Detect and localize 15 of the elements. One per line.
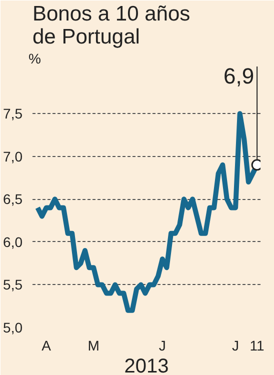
y-tick-label: 7,0 [3, 148, 23, 164]
y-axis-title: % [28, 50, 41, 66]
x-axis-title: 2013 [124, 356, 169, 375]
y-tick-label: 6,5 [3, 191, 23, 208]
annotation: 6,9 [223, 64, 254, 88]
x-tick-label: 11 [250, 338, 265, 354]
x-tick-label: J [232, 338, 240, 354]
x-tick-label: J [158, 338, 166, 354]
y-tick-label: 5,5 [3, 276, 23, 293]
y-tick-label: 5,0 [3, 320, 23, 336]
x-tick-label: A [42, 338, 52, 354]
y-tick-label: 7,5 [3, 106, 23, 122]
chart-title: Bonos a 10 años de Portugal [32, 2, 190, 48]
x-tick-label: M [88, 338, 100, 354]
y-tick-label: 6,0 [3, 234, 23, 250]
